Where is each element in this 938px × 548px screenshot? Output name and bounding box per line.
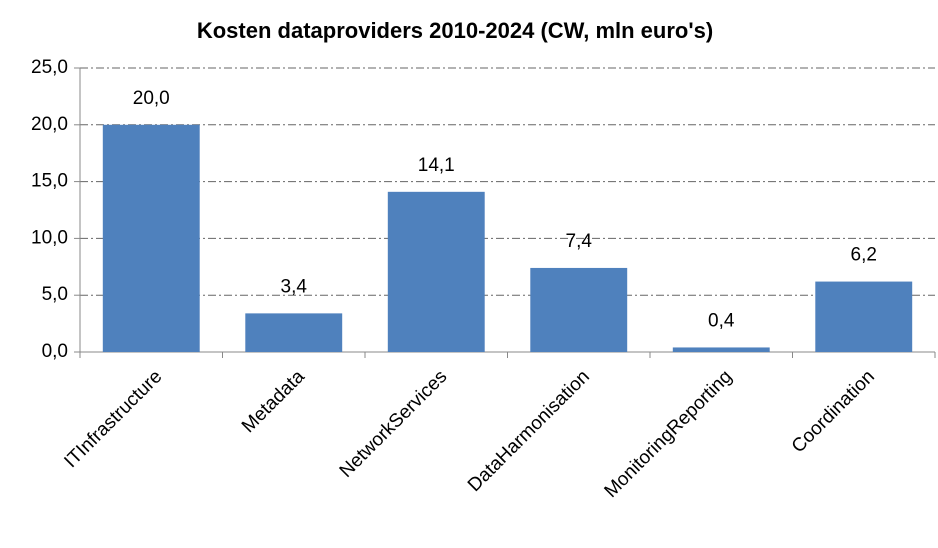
x-tick-label: Metadata (238, 366, 309, 437)
bar (102, 124, 200, 352)
y-tick-label: 20,0 (31, 114, 68, 135)
x-tick-label: Coordination (788, 366, 879, 457)
y-tick-label: 15,0 (31, 171, 68, 192)
value-label: 20,0 (133, 88, 170, 109)
value-label: 14,1 (418, 155, 455, 176)
value-label: 3,4 (281, 276, 308, 297)
x-tick-label: NetworkServices (336, 366, 452, 482)
y-tick-label: 25,0 (31, 57, 68, 78)
value-label: 0,4 (708, 310, 735, 331)
y-tick-label: 0,0 (42, 341, 68, 362)
chart-title: Kosten dataproviders 2010-2024 (CW, mln … (197, 18, 713, 43)
y-tick-label: 5,0 (42, 284, 68, 305)
bar (387, 191, 485, 352)
bar (530, 267, 628, 352)
y-tick-label: 10,0 (31, 227, 68, 248)
value-label: 7,4 (566, 231, 593, 252)
x-tick-label: DataHarmonisation (464, 366, 594, 496)
x-tick-label: MonitoringReporting (601, 366, 737, 502)
bar (245, 313, 343, 352)
x-tick-label: ITInfrastructure (60, 366, 166, 472)
bar (815, 281, 913, 352)
value-label: 6,2 (851, 245, 877, 266)
bar (672, 347, 770, 352)
